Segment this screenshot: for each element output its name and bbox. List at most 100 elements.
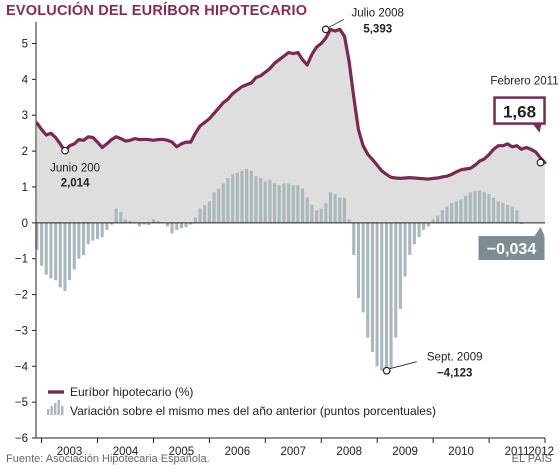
y-tick-label: 3 [22,110,28,122]
variation-bar [68,222,72,281]
variation-bar [86,222,90,245]
variation-bar [412,222,416,245]
variation-bar [501,203,505,223]
x-tick-label: 2003 [57,446,83,458]
variation-bar [487,194,491,223]
last-euribor-value: 1,68 [503,103,536,122]
last-variation-pointer [534,227,545,237]
variation-bar [175,222,179,230]
variation-bar [259,178,263,223]
x-tick-label: 2006 [225,446,251,458]
variation-bar [198,208,202,223]
y-tick-label: 1 [22,182,28,194]
variation-bar [245,169,249,223]
variation-bar [347,219,351,223]
legend-line-label: Euríbor hipotecario (%) [70,385,193,399]
variation-bar [450,203,454,223]
variation-bar [72,222,76,270]
variation-bar [515,210,519,223]
x-tick-label: 2005 [169,446,195,458]
variation-bar [49,222,53,279]
variation-bar [184,222,188,228]
variation-bar [366,222,370,338]
max-2008-label: Julio 2008 [352,7,404,19]
y-tick-label: −3 [15,325,28,337]
variation-bar [384,222,388,370]
variation-bar [510,206,514,223]
variation-bar [226,178,230,223]
y-tick-label: 2 [22,146,28,158]
variation-bar [492,197,496,223]
variation-bar [296,185,300,223]
min-variation-marker [382,366,391,375]
y-tick-label: −2 [15,290,28,302]
variation-bar [63,222,67,291]
euribor-area [36,29,545,223]
variation-bar [520,222,524,224]
variation-bar [478,190,482,223]
variation-bar [431,219,435,223]
variation-bar [263,181,267,223]
last-euribor-pointer [532,123,542,133]
variation-bar [217,188,221,223]
euribor-line [35,27,547,181]
variation-bar [40,222,44,266]
variation-bar [464,195,468,223]
variation-bar [496,201,500,223]
x-tick-label: 2008 [336,446,362,458]
variation-bar [473,190,477,223]
legend-bar-swatch [61,406,64,415]
variation-bar [110,222,114,225]
variation-bar [100,222,104,238]
variation-bar [179,222,183,229]
variation-bar [207,201,211,223]
variation-bar [82,222,86,256]
variation-bar [468,192,472,223]
min-variation-value: −4,123 [437,368,473,380]
variation-bar [333,194,337,223]
y-tick-label: −1 [15,254,28,266]
variation-bar [301,188,305,223]
variation-bar [398,222,402,309]
last-euribor-box [493,96,546,125]
min-2003-marker [61,146,69,155]
variation-bar [328,192,332,223]
variation-bar [156,221,160,223]
variation-bar [268,179,272,223]
legend-bar-swatch [47,409,50,415]
variation-bar [436,215,440,223]
x-tick-label: 2007 [280,446,306,458]
variation-bar [105,222,109,230]
last-variation-box [478,236,545,261]
variation-bar [240,170,244,223]
chart-title: EVOLUCIÓN DEL EURÍBOR HIPOTECARIO [6,3,308,19]
variation-bar [291,185,295,223]
variation-bar [506,204,510,223]
x-tick-label: 2011 [505,446,530,458]
variation-bar [137,222,141,227]
variation-bar [123,219,127,223]
variation-bar [77,222,81,259]
min-variation-label: Sept. 2009 [427,352,483,364]
variation-bar [96,222,100,239]
source-note: Fuente: Asociación Hipotecaria Española. [6,453,210,465]
variation-bar [35,222,39,250]
max-2008-value: 5,393 [363,23,392,35]
variation-bar [170,222,174,234]
y-tick-label: 0 [22,218,28,230]
legend-bar-swatch [54,403,57,415]
variation-bar [193,217,197,223]
variation-bar [370,222,374,352]
last-euribor-marker [536,158,545,167]
variation-bar [380,222,384,371]
variation-bar [324,203,328,223]
variation-bar [305,197,309,223]
variation-bar [254,176,258,223]
variation-bar [273,183,277,223]
variation-bar [231,174,235,223]
variation-bar [249,170,253,223]
variation-bar [58,222,62,288]
min-2003-value: 2,014 [61,178,90,190]
legend-bar-swatch [50,406,53,415]
